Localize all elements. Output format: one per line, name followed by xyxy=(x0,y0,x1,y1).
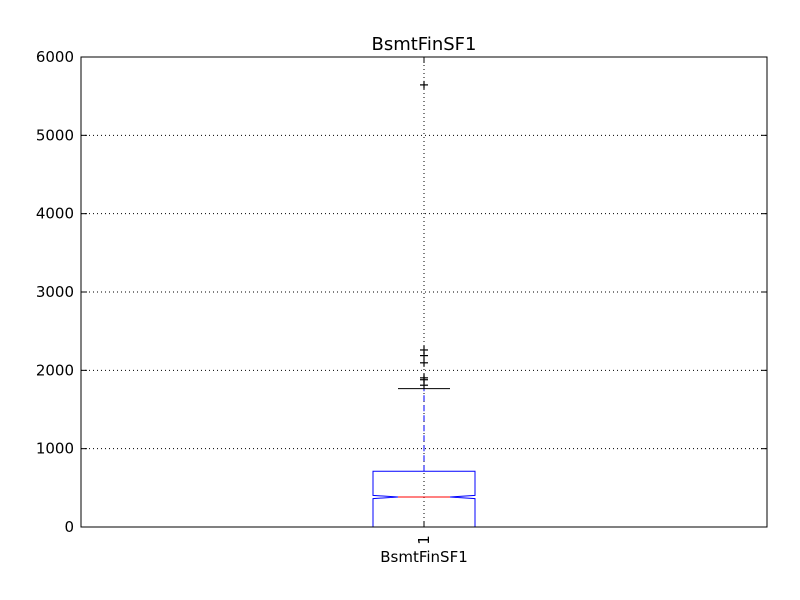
y-tick-label: 6000 xyxy=(36,48,74,66)
y-tick-label: 1000 xyxy=(36,440,74,458)
y-tick-label: 0 xyxy=(64,518,74,536)
y-tick-label: 2000 xyxy=(36,361,74,379)
plot-frame xyxy=(80,56,768,528)
tick-layer: 0 1000 2000 3000 4000 5000 6000 1 xyxy=(36,48,767,545)
x-axis-label: BsmtFinSF1 xyxy=(380,548,468,566)
outlier-point xyxy=(420,373,428,382)
outlier-point xyxy=(420,358,428,367)
box-layer xyxy=(372,80,476,528)
y-tick-label: 5000 xyxy=(36,126,74,144)
box-body xyxy=(372,470,476,528)
y-tick-label: 3000 xyxy=(36,283,74,301)
y-tick-label: 4000 xyxy=(36,205,74,223)
x-tick-label: 1 xyxy=(415,535,433,545)
chart-title: BsmtFinSF1 xyxy=(371,34,476,55)
outlier-point xyxy=(420,345,428,354)
outlier-point xyxy=(420,80,428,89)
